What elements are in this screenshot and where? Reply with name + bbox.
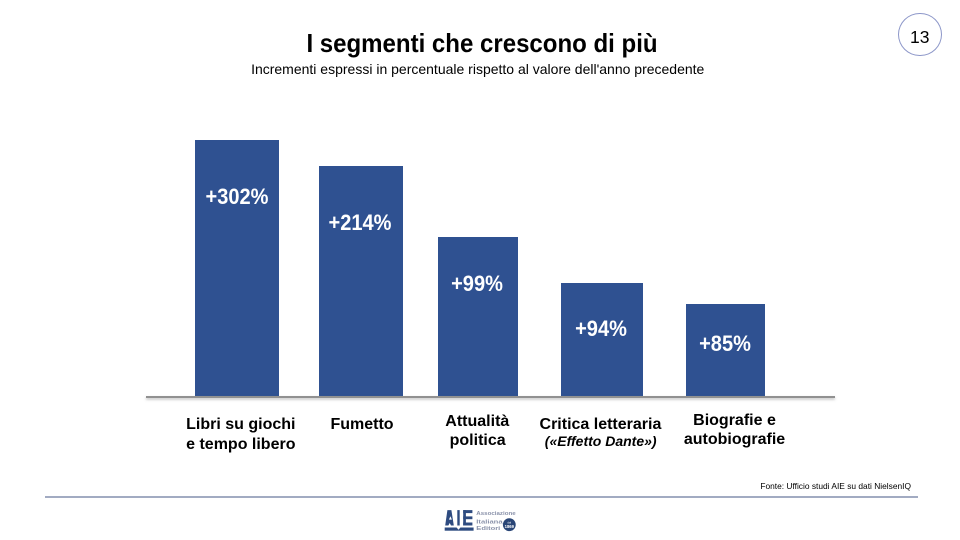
svg-text:Italiana: Italiana [476, 520, 504, 526]
svg-text:1869: 1869 [505, 524, 515, 529]
svg-text:Associazione: Associazione [476, 511, 515, 517]
svg-text:Editori: Editori [476, 526, 501, 532]
svg-text:dal: dal [507, 520, 511, 524]
